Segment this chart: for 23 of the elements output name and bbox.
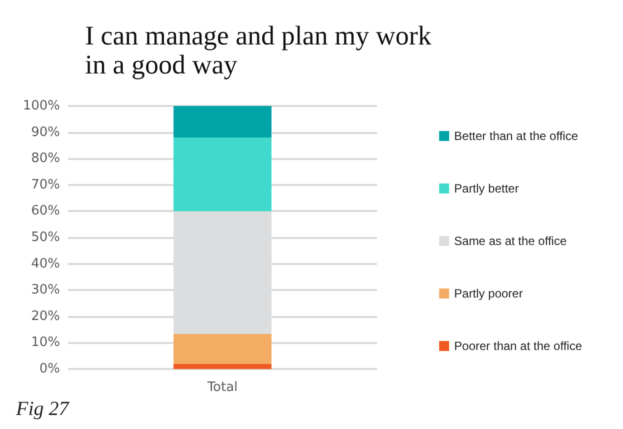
chart-title: I can manage and plan my work in a good way xyxy=(85,20,432,80)
legend-label: Partly poorer xyxy=(454,286,523,300)
bar xyxy=(174,106,272,138)
bar xyxy=(174,364,272,369)
legend-label: Partly better xyxy=(454,182,519,196)
y-tick-label: 30% xyxy=(31,282,60,298)
legend-label: Poorer than at the office xyxy=(454,339,582,353)
bar xyxy=(174,334,272,364)
y-tick-label: 10% xyxy=(31,335,60,350)
y-tick-label: 60% xyxy=(31,204,60,219)
y-tick-label: 0% xyxy=(39,362,60,376)
y-tick-label: 80% xyxy=(31,151,60,166)
y-tick-label: 20% xyxy=(31,308,60,324)
legend-label: Better than at the office xyxy=(454,129,578,143)
caption: Fig 27 xyxy=(15,398,70,420)
y-tick-label: 40% xyxy=(31,256,60,272)
x-tick-label: Total xyxy=(206,380,238,395)
y-tick-label: 70% xyxy=(31,177,60,192)
y-tick-label: 50% xyxy=(31,230,60,245)
y-tick-label: 100% xyxy=(22,98,60,114)
legend-label: Same as at the office xyxy=(454,234,567,248)
bar xyxy=(174,138,272,212)
y-tick-label: 90% xyxy=(31,124,60,140)
